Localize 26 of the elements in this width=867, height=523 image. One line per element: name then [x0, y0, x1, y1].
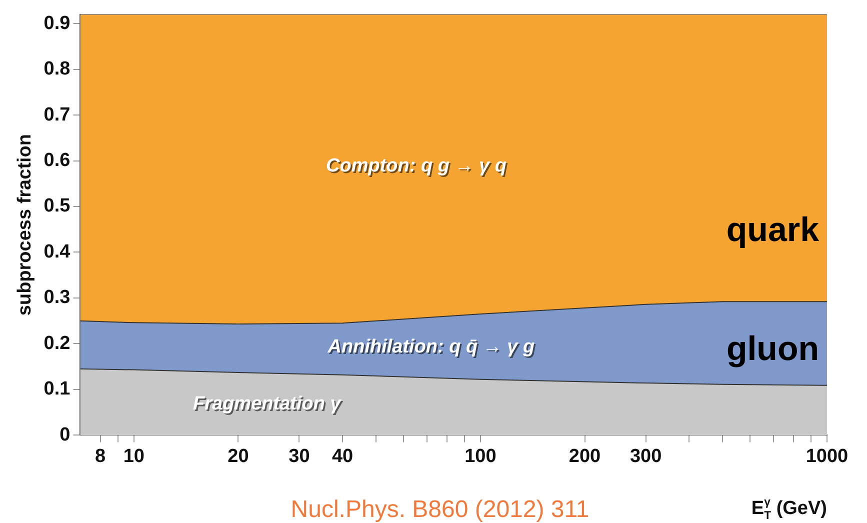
y-tick-label: 0.2 [44, 332, 70, 354]
series-label: Annihilation: q q̄ → γ g [326, 336, 536, 358]
y-tick-label: 0.6 [44, 150, 70, 171]
x-tick-label: 100 [464, 446, 496, 467]
text: Nucl.Phys. B860 (2012) 311 [290, 496, 590, 523]
x-tick-label: 30 [288, 446, 310, 467]
x-tick-label: 10 [123, 446, 144, 467]
series-label: Fragmentation γ [193, 393, 342, 414]
y-axis-title: subprocess fraction [14, 134, 36, 316]
x-tick-label: 8 [95, 446, 106, 467]
series-label: Compton: q g → γ q [328, 157, 508, 178]
y-tick-label: 0 [60, 424, 70, 446]
x-tick-label: 20 [228, 446, 249, 467]
y-tick-label: 0.9 [44, 12, 70, 34]
y-tick-label: 0.3 [44, 287, 70, 308]
x-tick-label: 40 [332, 446, 354, 467]
annotation: quark [726, 211, 820, 250]
x-tick-label: 200 [568, 446, 601, 467]
x-tick-label: 1000 [806, 446, 848, 467]
y-tick-label: 0.8 [44, 58, 70, 80]
y-tick-label: 0.7 [44, 104, 70, 126]
x-tick-label: 300 [630, 446, 662, 467]
y-tick-label: 0.4 [44, 241, 71, 262]
y-tick-label: 0.1 [44, 378, 71, 400]
y-tick-label: 0.5 [44, 196, 71, 217]
annotation: gluon [726, 330, 819, 368]
